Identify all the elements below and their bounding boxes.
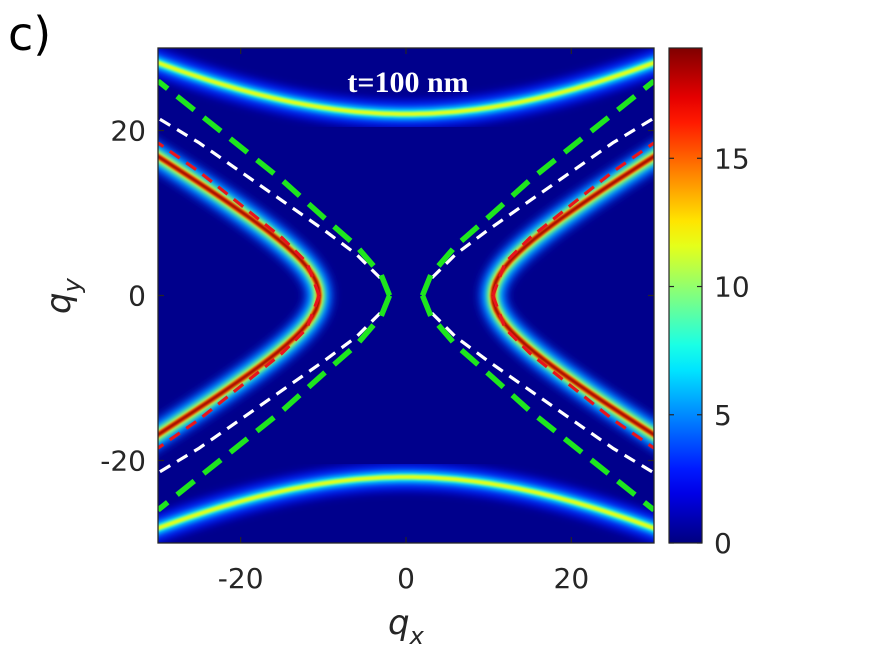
y-tick-label: -20 [100, 445, 146, 478]
heatmap-background [158, 48, 654, 543]
x-tick-label: 20 [554, 562, 590, 595]
dashed-curve-3-quadrant-2 [419, 294, 654, 513]
y-axis-label-group: qy [39, 277, 86, 314]
bright-feature-3-layer-5 [158, 61, 654, 116]
dashed-curve-2-quadrant-3 [158, 116, 391, 297]
y-tick-label: 0 [128, 280, 146, 313]
x-axis-label-main: q [388, 603, 410, 643]
bright-feature-3 [158, 48, 654, 127]
dashed-curves [158, 78, 654, 513]
colorbar-tick-label: 15 [714, 142, 750, 175]
colorbar-ticks: 0 5 10 15 [669, 142, 750, 560]
dashed-curve-2-quadrant-2 [421, 294, 654, 475]
colorbar-frame [668, 47, 703, 544]
dashed-curve-2-quadrant-1 [421, 116, 654, 297]
x-tick-label: -20 [218, 562, 264, 595]
y-axis-label-main: q [39, 292, 79, 314]
x-axis-label-subscript: x [409, 622, 425, 650]
y-axis-label: qy [39, 277, 86, 314]
heatmap-plot: t=100 nm [157, 47, 655, 544]
colorbar: 0 5 10 15 [668, 47, 750, 560]
colorbar-gradient [669, 48, 702, 543]
y-tick-labels: -20 0 20 [100, 115, 146, 478]
dashed-curve-1-quadrant-1 [491, 141, 654, 297]
axis-ticks [158, 48, 654, 543]
colorbar-tick-label: 0 [714, 527, 732, 560]
dashed-curve-1-quadrant-4 [158, 294, 321, 450]
y-tick-label: 20 [110, 115, 146, 148]
bright-feature-4 [158, 464, 654, 543]
x-axis-label: qx [388, 603, 425, 650]
x-tick-labels: -20 0 20 [218, 562, 589, 595]
y-axis-label-subscript: y [58, 277, 86, 293]
dashed-curve-1-quadrant-3 [158, 141, 321, 297]
annotation-label: t=100 nm [347, 66, 468, 99]
panel-label: c) [8, 7, 51, 61]
dashed-curve-1-quadrant-2 [491, 294, 654, 450]
dashed-curve-3-quadrant-4 [158, 294, 393, 513]
bright-feature-4-layer-5 [158, 475, 654, 530]
colorbar-tick-label: 10 [714, 271, 750, 304]
dashed-curve-3-quadrant-3 [158, 78, 393, 297]
dashed-curve-2-quadrant-4 [158, 294, 391, 475]
dashed-curve-3-quadrant-1 [419, 78, 654, 297]
colorbar-tick-label: 5 [714, 399, 732, 432]
x-tick-label: 0 [397, 562, 415, 595]
